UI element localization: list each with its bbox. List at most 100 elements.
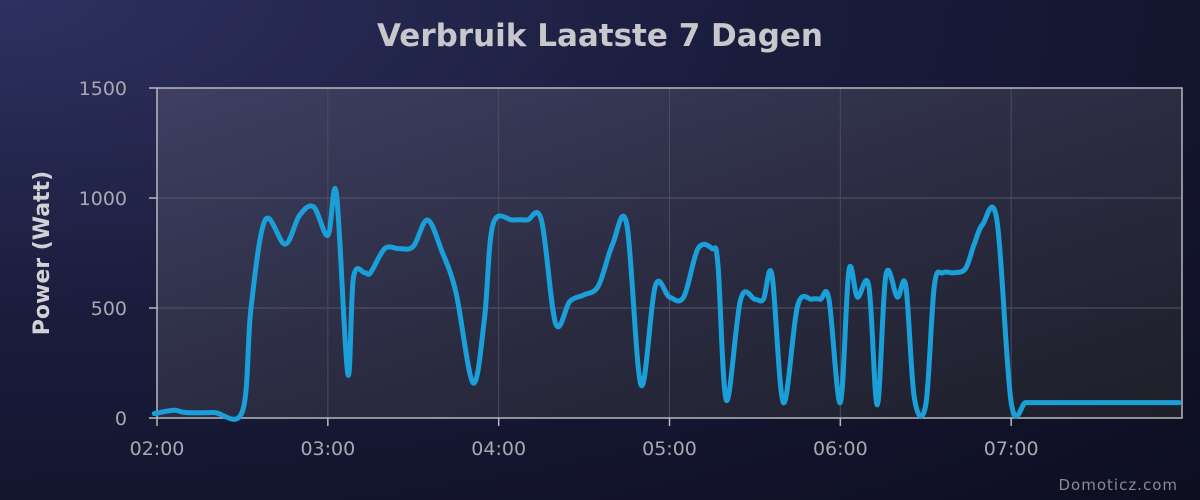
data-point — [1140, 400, 1145, 405]
data-point — [855, 295, 860, 300]
data-point — [903, 284, 908, 289]
data-point — [980, 222, 985, 227]
data-point — [895, 295, 900, 300]
data-point — [710, 246, 715, 251]
data-point — [297, 213, 302, 218]
data-point — [1051, 400, 1056, 405]
data-point — [152, 411, 157, 416]
data-point — [325, 233, 330, 238]
data-point — [510, 218, 515, 223]
data-point — [368, 270, 373, 275]
x-tick-label: 02:00 — [130, 438, 185, 460]
data-point — [752, 297, 757, 302]
data-point — [1066, 400, 1071, 405]
data-point — [454, 290, 459, 295]
data-point — [826, 297, 831, 302]
data-point — [172, 408, 177, 413]
data-point — [1031, 400, 1036, 405]
series-layer — [151, 186, 1182, 422]
y-tick-label: 500 — [91, 298, 127, 320]
data-point — [724, 398, 729, 403]
data-point — [183, 410, 188, 415]
tick-labels: 0 500 1000 1500 02:00 03:00 04:00 05:00 06:00 07:… — [79, 78, 1039, 460]
data-point — [1080, 400, 1085, 405]
data-point — [425, 218, 430, 223]
data-point — [439, 248, 444, 253]
data-point — [1123, 400, 1128, 405]
data-point — [912, 396, 917, 401]
x-tick-label: 07:00 — [984, 438, 1039, 460]
data-point — [952, 270, 957, 275]
series-line-0 — [151, 186, 1182, 422]
data-point — [263, 218, 268, 223]
data-point — [1037, 400, 1042, 405]
data-point — [994, 218, 999, 223]
data-point — [397, 246, 402, 251]
data-point — [283, 242, 288, 247]
data-point — [539, 218, 544, 223]
data-point — [610, 242, 615, 247]
data-point — [940, 270, 945, 275]
data-point — [795, 303, 800, 308]
data-point — [875, 402, 880, 407]
data-point — [846, 268, 851, 273]
data-point — [334, 191, 339, 196]
data-point — [963, 266, 968, 271]
plot-frame — [156, 87, 1183, 419]
data-point — [482, 317, 487, 322]
data-point — [883, 273, 888, 278]
data-point — [249, 306, 254, 311]
data-point — [582, 292, 587, 297]
data-point — [311, 204, 316, 209]
chart-title: Verbruik Laatste 7 Dagen — [377, 18, 823, 54]
data-point — [411, 244, 416, 249]
axes — [149, 87, 1183, 426]
data-point — [567, 299, 572, 304]
data-point — [639, 383, 644, 388]
data-point — [809, 297, 814, 302]
credit-label[interactable]: Domoticz.com — [1059, 476, 1179, 494]
data-point — [972, 242, 977, 247]
data-point — [738, 297, 743, 302]
y-axis-label: Power (Watt) — [30, 171, 55, 335]
data-point — [653, 284, 658, 289]
data-point — [351, 275, 356, 280]
data-point — [553, 321, 558, 326]
data-point — [696, 246, 701, 251]
data-point — [761, 297, 766, 302]
data-point — [362, 270, 367, 275]
data-point — [624, 222, 629, 227]
data-point — [1009, 400, 1014, 405]
y-tick-label: 1500 — [79, 78, 127, 100]
data-point — [923, 402, 928, 407]
data-point — [838, 400, 843, 405]
data-point — [345, 372, 350, 377]
x-tick-label: 04:00 — [471, 438, 526, 460]
x-tick-label: 03:00 — [300, 438, 355, 460]
data-point — [240, 409, 245, 414]
y-tick-label: 1000 — [79, 188, 127, 210]
y-tick-label: 0 — [115, 408, 127, 430]
data-point — [382, 246, 387, 251]
data-point — [471, 380, 476, 385]
data-point — [1094, 400, 1099, 405]
data-point — [818, 297, 823, 302]
data-point — [781, 400, 786, 405]
data-point — [596, 284, 601, 289]
x-tick-label: 06:00 — [813, 438, 868, 460]
data-point — [932, 284, 937, 289]
data-point — [667, 295, 672, 300]
data-point — [211, 410, 216, 415]
data-point — [866, 284, 871, 289]
data-point — [1108, 400, 1113, 405]
data-point — [1023, 400, 1028, 405]
data-point — [715, 262, 720, 267]
x-tick-label: 05:00 — [642, 438, 697, 460]
data-point — [491, 222, 496, 227]
data-point — [681, 295, 686, 300]
data-point — [1177, 400, 1182, 405]
data-point — [770, 273, 775, 278]
data-point — [525, 218, 530, 223]
